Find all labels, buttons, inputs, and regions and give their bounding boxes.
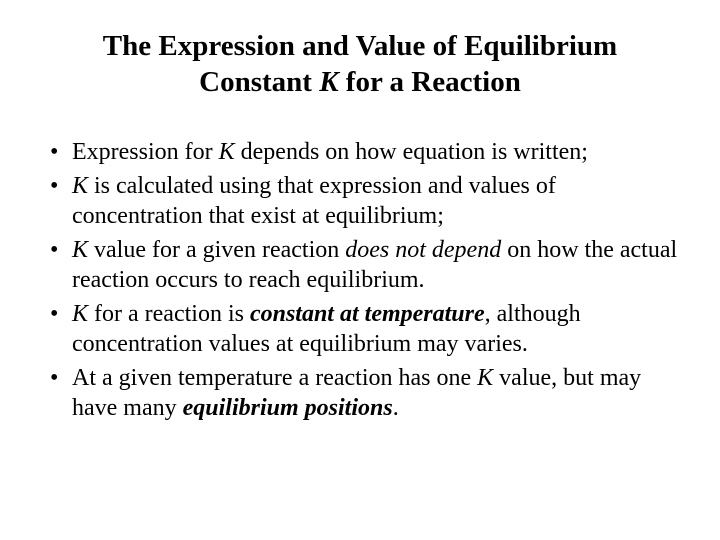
bullet-k: K: [477, 365, 493, 391]
bullet-k: K: [72, 173, 88, 199]
bullet-text: is calculated using that expression and …: [72, 173, 556, 229]
bullet-list: Expression for K depends on how equation…: [44, 137, 680, 423]
bullet-item: At a given temperature a reaction has on…: [44, 363, 680, 423]
bullet-text: for a reaction is: [88, 301, 250, 327]
bullet-item: K is calculated using that expression an…: [44, 171, 680, 231]
bullet-text: Expression for: [72, 139, 219, 165]
bullet-emph: equilibrium positions: [183, 395, 393, 421]
bullet-text: depends on how equation is written;: [235, 139, 588, 165]
title-text-post: for a Reaction: [339, 66, 521, 98]
bullet-emph: does not depend: [345, 237, 501, 263]
bullet-text: .: [393, 395, 399, 421]
bullet-emph: constant at temperature: [250, 301, 485, 327]
slide: The Expression and Value of Equilibrium …: [0, 0, 720, 540]
bullet-item: K for a reaction is constant at temperat…: [44, 299, 680, 359]
bullet-k: K: [72, 237, 88, 263]
slide-title: The Expression and Value of Equilibrium …: [80, 28, 640, 101]
bullet-item: K value for a given reaction does not de…: [44, 235, 680, 295]
bullet-k: K: [72, 301, 88, 327]
bullet-k: K: [219, 139, 235, 165]
bullet-item: Expression for K depends on how equation…: [44, 137, 680, 167]
bullet-text: value for a given reaction: [88, 237, 345, 263]
title-k: K: [319, 66, 338, 98]
bullet-text: At a given temperature a reaction has on…: [72, 365, 477, 391]
